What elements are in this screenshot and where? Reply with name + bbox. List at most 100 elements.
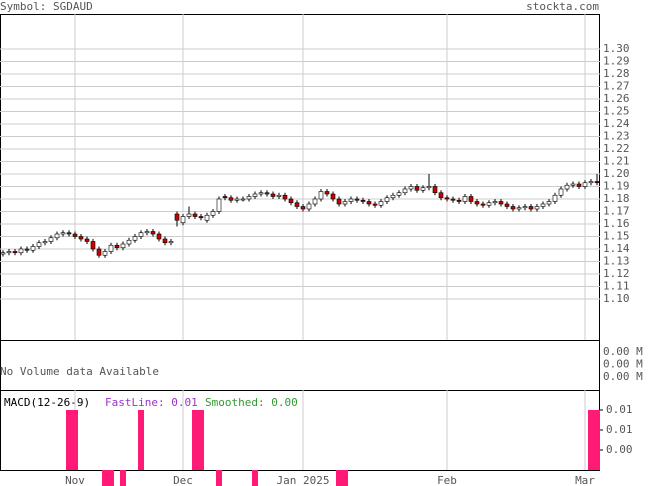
candle-body [546, 201, 552, 205]
volume-tick-label: 0.00 M [603, 345, 643, 358]
candle-body [54, 233, 60, 239]
y-tick-label: 1.23 [603, 130, 630, 143]
x-tick-label: Dec [173, 474, 193, 486]
macd-bar [138, 410, 144, 470]
candle-body [300, 206, 306, 210]
macd-bar [336, 470, 342, 486]
candle-body [138, 232, 144, 237]
candle-body [240, 198, 246, 201]
candle-body [192, 213, 198, 217]
y-tick-label: 1.22 [603, 142, 630, 155]
macd-bar [72, 410, 78, 470]
candle-body [594, 181, 600, 184]
candle-body [384, 197, 390, 202]
macd-bar [102, 470, 108, 486]
x-tick-label: Jan 2025 [277, 474, 330, 486]
candle-body [126, 239, 132, 245]
macd-title: MACD(12-26-9) [4, 396, 90, 409]
y-tick-label: 1.16 [603, 217, 630, 230]
candle-body [438, 192, 444, 199]
candle-body [150, 231, 156, 235]
y-tick-label: 1.29 [603, 55, 630, 68]
candle-body [426, 186, 432, 189]
y-tick-label: 1.30 [603, 42, 630, 55]
candle-body [462, 196, 468, 202]
candle-body [246, 196, 252, 200]
candle-body [282, 194, 288, 200]
candle-body [312, 198, 318, 205]
candle-body [576, 183, 582, 187]
y-tick-label: 1.17 [603, 205, 630, 218]
y-tick-label: 1.10 [603, 292, 630, 305]
macd-bar [342, 470, 348, 486]
candle-body [588, 181, 594, 184]
macd-bar [594, 410, 600, 470]
macd-bar [108, 470, 114, 486]
candle-body [216, 198, 222, 212]
candle-body [24, 248, 30, 251]
macd-tick-label: 0.01 [606, 403, 633, 416]
macd-bar [66, 410, 72, 470]
y-tick-label: 1.15 [603, 230, 630, 243]
candle-body [234, 198, 240, 201]
y-tick-label: 1.28 [603, 67, 630, 80]
volume-tick-label: 0.00 M [603, 370, 643, 383]
y-tick-label: 1.24 [603, 117, 630, 130]
candle-body [318, 191, 324, 200]
candle-body [474, 201, 480, 205]
candle-body [144, 231, 150, 234]
candle-body [18, 248, 24, 254]
candle-body [252, 193, 258, 197]
candle-body [228, 197, 234, 201]
y-tick-label: 1.26 [603, 92, 630, 105]
macd-bar [120, 470, 126, 486]
candle-body [402, 188, 408, 194]
candle-body [342, 201, 348, 205]
macd-smoothed: Smoothed: 0.00 [205, 396, 298, 409]
y-tick-label: 1.21 [603, 155, 630, 168]
y-tick-label: 1.14 [603, 242, 630, 255]
price-panel [0, 14, 600, 341]
candle-body [114, 244, 120, 249]
candle-body [120, 243, 126, 249]
candle-body [180, 216, 186, 224]
candle-body [276, 194, 282, 197]
candle-body [570, 183, 576, 186]
candle-body [330, 193, 336, 200]
candle-body [102, 251, 108, 256]
candle-body [522, 206, 528, 209]
candle-body [30, 246, 36, 251]
x-tick-label: Feb [437, 474, 457, 486]
macd-bar [198, 410, 204, 470]
y-tick-label: 1.25 [603, 105, 630, 118]
candle-body [486, 202, 492, 206]
y-tick-label: 1.11 [603, 280, 630, 293]
candle-body [0, 252, 6, 255]
macd-tick-label: 0.01 [606, 423, 633, 436]
candle-body [468, 196, 474, 202]
candle-body [552, 194, 558, 202]
candle-body [204, 214, 210, 221]
candle-body [516, 207, 522, 210]
symbol: Symbol: SGDAUD [0, 0, 93, 13]
candle-body [420, 187, 426, 191]
candle-body [558, 188, 564, 196]
site: stockta.com [526, 0, 599, 13]
candle-body [564, 184, 570, 190]
candle-body [336, 198, 342, 205]
x-tick-label: Mar [575, 474, 595, 486]
y-tick-label: 1.18 [603, 192, 630, 205]
candle-body [528, 206, 534, 210]
macd-bar [588, 410, 594, 470]
candle-body [510, 206, 516, 210]
macd-bar [192, 410, 198, 470]
candle-body [540, 203, 546, 207]
candle-body [378, 201, 384, 206]
y-tick-label: 1.12 [603, 267, 630, 280]
candle-body [210, 211, 216, 216]
candle-body [258, 192, 264, 195]
candle-body [12, 251, 18, 254]
candle-body [360, 199, 366, 202]
candle-body [174, 213, 180, 221]
